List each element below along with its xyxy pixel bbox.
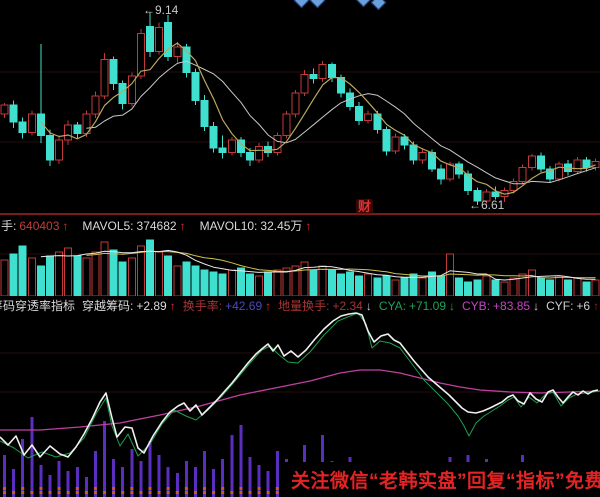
cyf-label: CYF: [546, 298, 574, 313]
mavol5-value: 374682 [136, 218, 177, 233]
ad-text: 关注微信“老韩实盘”回复“指标”免费领 [291, 471, 600, 492]
down-arrow-icon: ↓ [449, 298, 456, 313]
volume-label: 手: [1, 219, 17, 233]
volume-value: 640403 [19, 218, 60, 233]
up-arrow-icon: ↑ [593, 298, 600, 313]
left-arrow-icon: ← [143, 3, 155, 17]
pane-divider [0, 213, 600, 215]
mavol5-label: MAVOL5: [82, 218, 134, 233]
cya-label: CYA: [378, 298, 406, 313]
cyb-value: +83.85 [493, 298, 531, 313]
cross-chip-label: 穿越筹码: [82, 299, 134, 313]
up-arrow-icon: ↑ [62, 218, 69, 233]
turnover-label: 换手率: [182, 299, 223, 313]
up-arrow-icon: ↑ [265, 298, 272, 313]
cya-value: +71.09 [408, 298, 447, 313]
indicator-header: 筹码穿透率指标 穿越筹码: +2.89 ↑ 换手率: +42.69 ↑ 地量换手… [0, 297, 599, 314]
down-arrow-icon: ↓ [533, 298, 540, 313]
mavol10-label: MAVOL10: [199, 218, 258, 233]
turnover-value: +42.69 [225, 298, 263, 313]
ad-banner: 关注微信“老韩实盘”回复“指标”免费领 [283, 462, 600, 497]
low-vol-turnover-label: 地量换手: [278, 299, 330, 313]
candlestick-chart[interactable] [0, 0, 600, 214]
down-arrow-icon: ↓ [365, 298, 372, 313]
price-high-annotation: ←9.14 [143, 3, 178, 17]
price-high-value: 9.14 [155, 3, 179, 17]
volume-header: 手: 640403 ↑ MAVOL5: 374682 ↑ MAVOL10: 32… [1, 217, 311, 234]
left-arrow-icon: ← [469, 198, 481, 212]
watermark-logo: 财 [356, 199, 374, 214]
up-arrow-icon: ↑ [179, 218, 186, 233]
mavol10-value: 32.45万 [260, 219, 303, 233]
cyb-label: CYB: [462, 298, 491, 313]
volume-chart[interactable] [0, 214, 600, 296]
cross-chip-value: +2.89 [136, 298, 167, 313]
indicator-title: 筹码穿透率指标 [0, 299, 76, 313]
up-arrow-icon: ↑ [305, 218, 312, 233]
price-low-value: 6.61 [481, 198, 505, 212]
low-vol-turnover-value: +2.34 [332, 298, 363, 313]
price-low-annotation: ←6.61 [469, 198, 504, 212]
up-arrow-icon: ↑ [169, 298, 176, 313]
cyf-value: +6 [576, 298, 591, 313]
